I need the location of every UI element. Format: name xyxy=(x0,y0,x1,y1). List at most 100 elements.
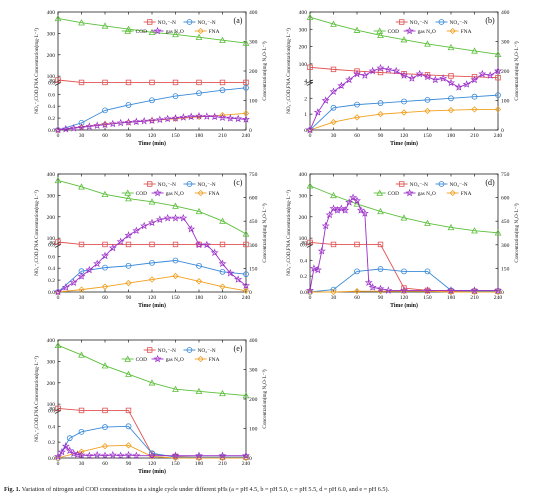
point-no2 xyxy=(219,87,226,94)
legend-label-cod: COD xyxy=(136,191,147,197)
x-tick-label: 0 xyxy=(57,461,60,467)
point-n2o xyxy=(124,118,133,126)
legend-marker-no3 xyxy=(146,19,153,25)
point-n2o xyxy=(242,451,250,460)
y-tick-label: 300 xyxy=(299,27,308,33)
point-no2 xyxy=(149,97,155,104)
point-n2o xyxy=(486,71,495,79)
point-n2o xyxy=(470,75,479,84)
x-tick-label: 150 xyxy=(423,133,432,139)
point-no3 xyxy=(354,241,360,248)
point-no3 xyxy=(330,66,337,73)
point-cod xyxy=(353,26,361,33)
y2-tick-label: 150 xyxy=(501,266,510,272)
series-no3 xyxy=(55,77,249,86)
point-n2o xyxy=(108,243,117,252)
x-tick-label: 240 xyxy=(242,133,251,139)
point-n2o xyxy=(226,114,235,122)
y-lower-tick-label: 0.4 xyxy=(48,104,55,110)
x-tick-label: 180 xyxy=(195,461,204,467)
point-n2o xyxy=(93,450,102,459)
point-no2 xyxy=(354,101,360,108)
y2-tick-label: 600 xyxy=(249,196,258,202)
legend-label-n2o: gas N₂O xyxy=(418,29,436,35)
legend-marker-fna xyxy=(197,27,204,35)
point-n2o xyxy=(345,198,354,206)
y-lower-tick-label: 0.2 xyxy=(48,116,55,122)
series-line-fna xyxy=(57,275,247,293)
point-no3 xyxy=(243,241,249,248)
legend-label-no3: NO₃⁻-N xyxy=(410,20,428,26)
series-no2 xyxy=(307,92,501,133)
point-n2o xyxy=(423,286,432,294)
point-no2 xyxy=(424,96,431,103)
series-cod xyxy=(54,14,250,46)
point-n2o xyxy=(132,226,141,235)
point-fna xyxy=(148,276,156,283)
point-n2o xyxy=(242,115,250,123)
point-n2o xyxy=(77,450,86,459)
x-tick-label: 30 xyxy=(331,133,337,139)
point-no2 xyxy=(377,100,384,106)
x-tick-label: 210 xyxy=(470,133,479,139)
point-fna xyxy=(400,109,408,116)
point-no3 xyxy=(55,239,61,245)
legend-marker-no2 xyxy=(438,19,445,25)
x-tick-label: 210 xyxy=(218,295,227,301)
point-no2 xyxy=(377,266,384,272)
point-n2o xyxy=(439,74,448,82)
legend-marker-fna xyxy=(449,189,456,197)
x-tick-label: 90 xyxy=(126,295,132,301)
y2-tick-label: 450 xyxy=(501,219,510,225)
x-tick-label: 60 xyxy=(354,133,360,139)
legend-label-no2: NO₂⁻-N xyxy=(197,348,215,354)
point-no3 xyxy=(102,407,108,414)
point-cod xyxy=(400,214,408,221)
y2-tick-label: 300 xyxy=(249,368,258,374)
legend-label-no3: NO₃⁻-N xyxy=(158,348,176,354)
y-lower-tick-label: 0.4 xyxy=(48,424,55,430)
point-no2 xyxy=(149,259,155,266)
series-line-cod xyxy=(57,17,247,44)
point-n2o xyxy=(384,286,393,294)
point-cod xyxy=(330,20,337,27)
series-line-no3 xyxy=(309,66,499,79)
series-no3 xyxy=(55,239,249,248)
point-n2o xyxy=(163,114,172,123)
legend-label-fna: FNA xyxy=(461,29,472,35)
point-n2o xyxy=(360,71,369,79)
point-no2 xyxy=(219,268,226,275)
point-n2o xyxy=(384,65,393,73)
point-n2o xyxy=(392,66,401,75)
legend-marker-no3 xyxy=(398,181,405,187)
series-line-fna xyxy=(310,290,498,293)
point-n2o xyxy=(85,451,94,460)
point-n2o xyxy=(124,450,133,459)
point-cod xyxy=(125,370,132,377)
y-tick-label: 100 xyxy=(299,236,308,242)
x-tick-label: 0 xyxy=(57,133,60,139)
point-no2 xyxy=(219,454,226,461)
point-no3 xyxy=(102,79,108,86)
point-cod xyxy=(377,31,384,39)
point-cod xyxy=(101,190,109,198)
point-n2o xyxy=(407,74,416,82)
point-n2o xyxy=(415,69,424,78)
point-n2o xyxy=(470,286,479,294)
y-lower-tick-label: 2 xyxy=(304,96,307,102)
point-n2o xyxy=(148,218,156,227)
series-line-fna xyxy=(57,444,246,459)
point-n2o xyxy=(321,96,330,104)
y2-tick-label: 200 xyxy=(249,397,258,403)
point-fna xyxy=(54,454,62,462)
point-n2o xyxy=(400,71,408,79)
y2-axis-title: Concentration(mg N₂O·L⁻¹) xyxy=(261,203,268,263)
series-line-cod xyxy=(309,16,499,55)
x-tick-label: 60 xyxy=(354,295,360,301)
point-n2o xyxy=(187,112,196,121)
series-no2 xyxy=(55,84,249,133)
y-lower-tick-label: 0.0 xyxy=(300,290,307,296)
